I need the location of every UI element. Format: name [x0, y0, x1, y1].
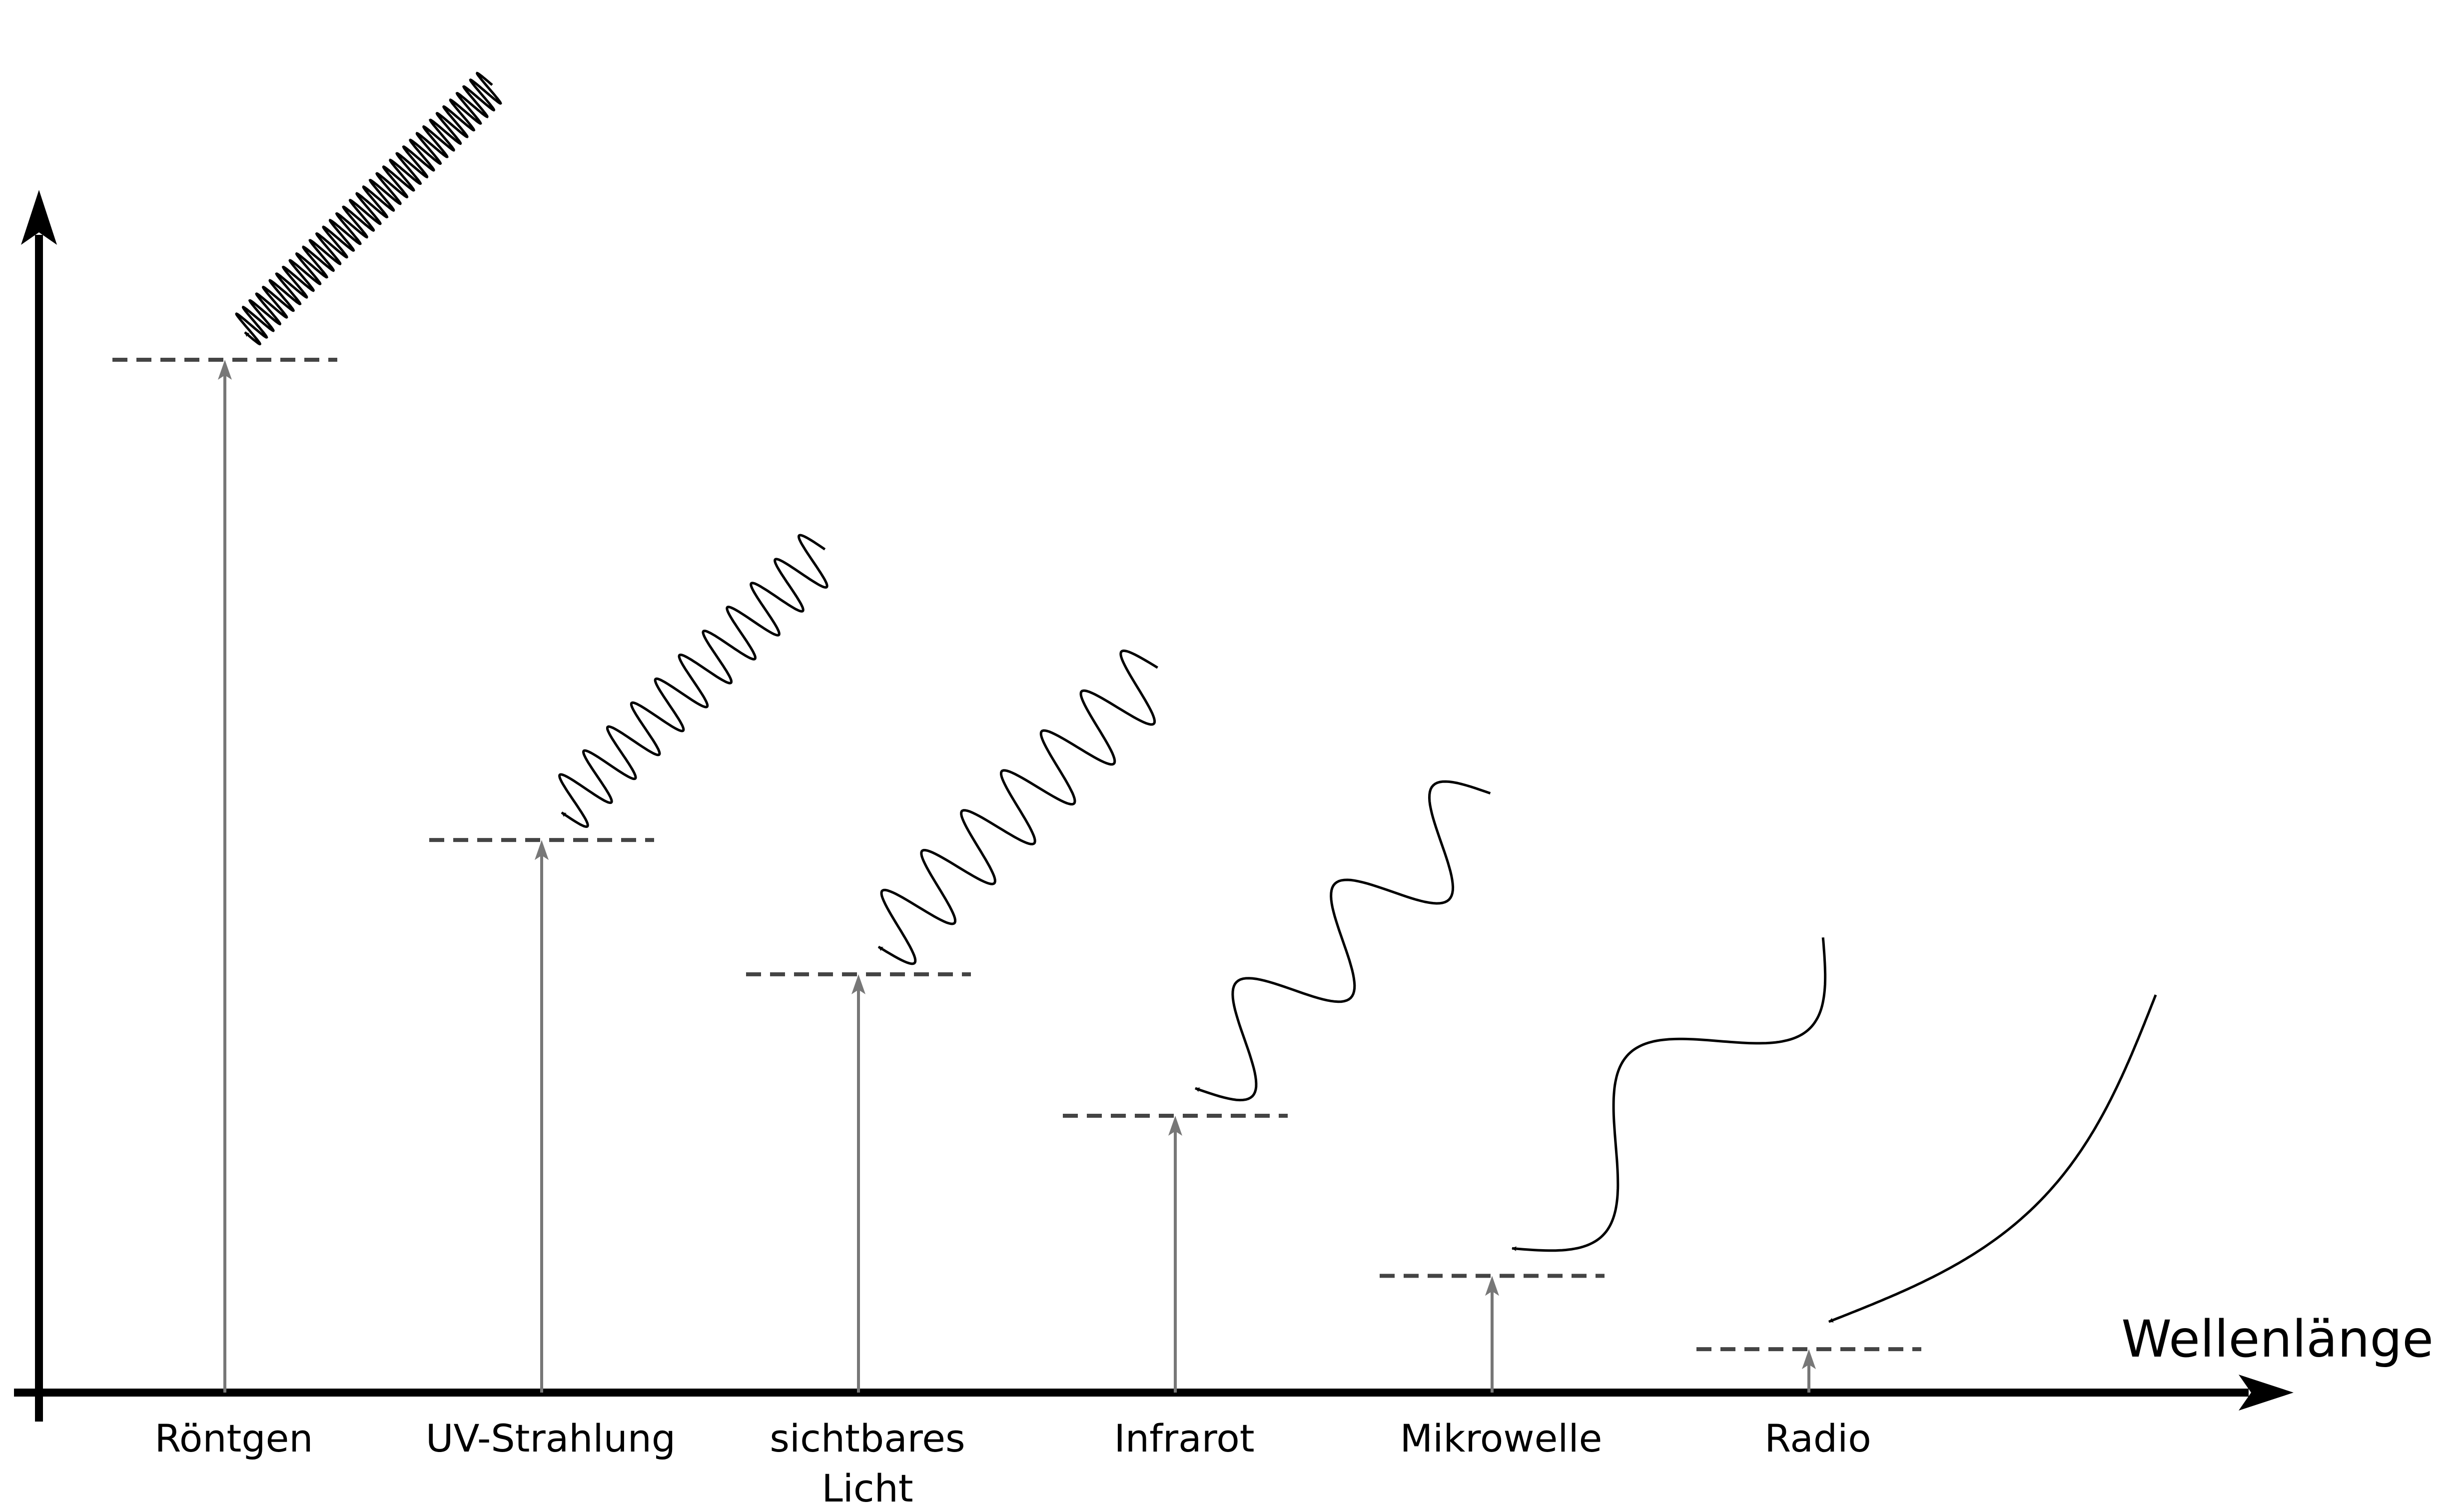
x-axis-title: Wellenlänge — [2121, 1310, 2434, 1369]
energy-arrowhead — [535, 840, 549, 860]
band-mikrowelle: Mikrowelle — [1380, 937, 1827, 1461]
band-sichtbares-licht: sichtbares Licht — [746, 649, 1158, 1511]
spectrum-bands: Röntgen UV-Strahlung sichtbares Licht Infrar… — [112, 71, 2157, 1511]
energy-arrowhead — [851, 974, 865, 994]
category-label: Infrarot — [1114, 1416, 1254, 1461]
incoming-wave — [558, 534, 828, 828]
incoming-wave — [1828, 994, 2157, 1323]
category-label: UV-Strahlung — [426, 1416, 676, 1461]
category-label: sichtbares — [770, 1416, 965, 1461]
band-r-ntgen: Röntgen — [112, 71, 502, 1461]
energy-arrowhead — [1802, 1349, 1816, 1370]
energy-arrowhead — [1168, 1116, 1182, 1136]
vertical-axis — [21, 190, 57, 1422]
y-axis-arrowhead — [21, 190, 57, 245]
incoming-wave — [1512, 937, 1827, 1252]
category-label: Licht — [821, 1466, 913, 1511]
incoming-wave — [235, 71, 502, 346]
energy-arrowhead — [1485, 1276, 1499, 1296]
x-axis-arrowhead — [2239, 1375, 2294, 1411]
incoming-wave — [877, 649, 1158, 965]
category-label: Radio — [1764, 1416, 1871, 1461]
band-radio: Radio — [1696, 994, 2157, 1461]
category-label: Röntgen — [154, 1416, 313, 1461]
band-uv-strahlung: UV-Strahlung — [426, 534, 828, 1461]
band-infrarot: Infrarot — [1063, 780, 1491, 1461]
incoming-wave — [1195, 780, 1491, 1102]
category-label: Mikrowelle — [1400, 1416, 1603, 1461]
energy-arrowhead — [218, 360, 232, 380]
horizontal-axis: Wellenlänge — [14, 1310, 2434, 1411]
